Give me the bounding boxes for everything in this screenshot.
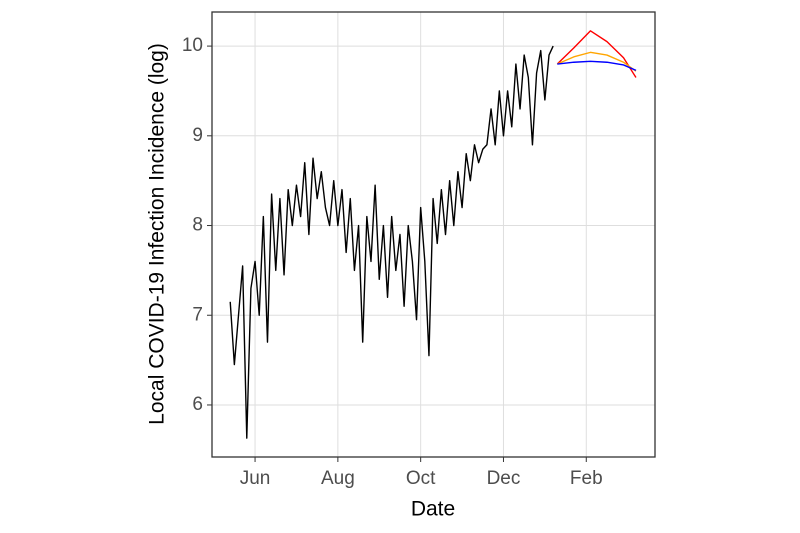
x-tick-label: Aug bbox=[321, 468, 355, 489]
x-tick-label: Dec bbox=[487, 468, 521, 489]
x-axis-title: Date bbox=[411, 498, 455, 521]
y-tick-label: 6 bbox=[192, 394, 203, 415]
data-line bbox=[557, 51, 637, 72]
data-line bbox=[557, 60, 637, 71]
x-tick-label: Feb bbox=[570, 468, 603, 489]
plot-border bbox=[211, 11, 656, 458]
y-tick-label: 8 bbox=[192, 215, 203, 236]
data-line bbox=[229, 45, 554, 439]
y-tick-label: 7 bbox=[192, 304, 203, 325]
x-tick-label: Jun bbox=[240, 468, 271, 489]
y-tick-label: 10 bbox=[182, 35, 203, 56]
x-tick-label: Oct bbox=[406, 468, 436, 489]
data-line bbox=[556, 30, 637, 78]
y-tick-label: 9 bbox=[192, 125, 203, 146]
y-axis-title: Local COVID-19 Infection Incidence (log) bbox=[146, 43, 169, 425]
